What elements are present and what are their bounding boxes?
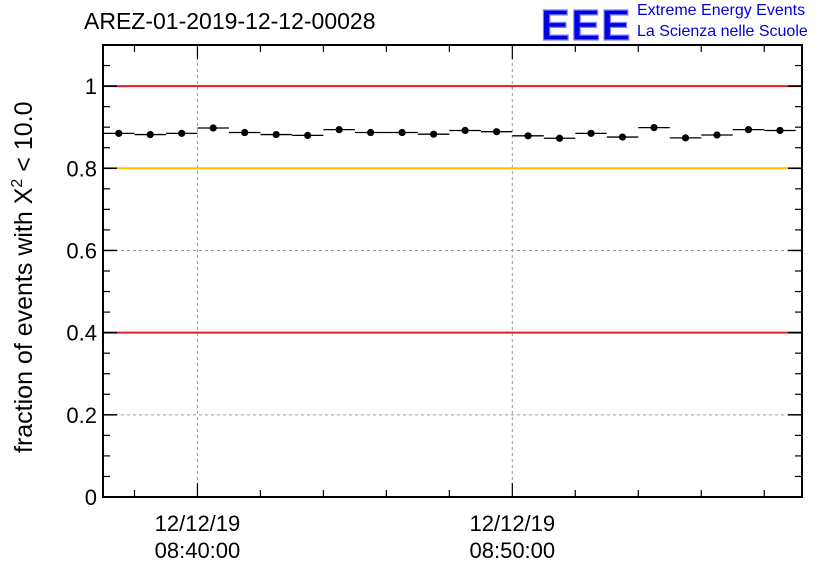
data-point bbox=[587, 129, 595, 137]
logo-tagline-2: La Scienza nelle Scuole bbox=[637, 23, 808, 40]
chart-title: AREZ-01-2019-12-12-00028 bbox=[84, 8, 376, 34]
ticks-layer bbox=[103, 45, 802, 498]
x-tick-label-date: 12/12/19 bbox=[155, 511, 241, 536]
plot-frame bbox=[102, 44, 803, 498]
y-tick-label: 1 bbox=[85, 74, 97, 99]
y-tick-label: 0.8 bbox=[66, 156, 97, 181]
data-point bbox=[398, 128, 406, 137]
x-tick-label-time: 08:50:00 bbox=[470, 538, 556, 563]
data-point bbox=[304, 131, 312, 139]
logo-tagline-1: Extreme Energy Events bbox=[637, 2, 806, 19]
data-point bbox=[272, 130, 280, 139]
y-tick-label: 0.4 bbox=[66, 321, 97, 346]
data-point bbox=[209, 124, 217, 132]
data-point bbox=[650, 123, 658, 132]
data-point bbox=[178, 129, 186, 137]
y-tick-label: 0.2 bbox=[66, 403, 97, 428]
logo-lettering: EEE bbox=[541, 1, 631, 44]
data-point bbox=[115, 129, 123, 137]
tick-labels: 00.20.40.60.8112/12/1908:40:0012/12/1908… bbox=[66, 74, 555, 563]
data-point bbox=[241, 128, 249, 137]
y-tick-label: 0.6 bbox=[66, 238, 97, 263]
data-point bbox=[776, 126, 784, 135]
data-point bbox=[555, 134, 564, 142]
x-tick-label-time: 08:40:00 bbox=[155, 538, 241, 563]
data-points bbox=[103, 123, 796, 142]
data-point bbox=[744, 126, 753, 134]
grid-layer bbox=[103, 45, 802, 497]
data-point bbox=[492, 128, 501, 136]
data-point bbox=[713, 131, 721, 139]
data-point bbox=[618, 133, 627, 141]
data-point bbox=[335, 126, 343, 134]
data-point bbox=[524, 132, 532, 140]
data-point bbox=[430, 130, 438, 138]
reference-lines bbox=[104, 85, 801, 334]
x-tick-label-date: 12/12/19 bbox=[470, 511, 556, 536]
data-point bbox=[681, 134, 690, 142]
y-axis-label: fraction of events with X2 < 10.0 bbox=[9, 102, 38, 453]
data-point bbox=[367, 128, 375, 137]
eee-logo: EEE bbox=[541, 0, 631, 44]
data-point bbox=[461, 126, 469, 135]
data-point bbox=[146, 130, 154, 139]
y-tick-label: 0 bbox=[85, 485, 97, 510]
